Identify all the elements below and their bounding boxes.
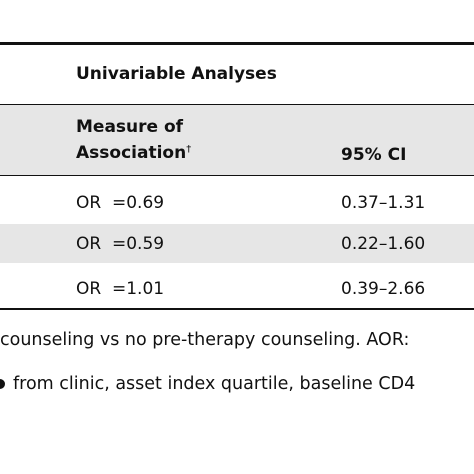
footnote-line-1: counseling vs no pre-therapy counseling.… xyxy=(0,330,410,350)
column-header-measure-text: Association xyxy=(76,143,187,163)
row-1-measure: OR =0.69 xyxy=(76,193,165,213)
row-2-ci: 0.22–1.60 xyxy=(341,234,426,254)
row-2-measure: OR =0.59 xyxy=(76,234,165,254)
column-header-measure-line2: Association† xyxy=(76,143,191,163)
column-header-band xyxy=(0,104,474,175)
column-header-measure-line1: Measure of xyxy=(76,117,184,137)
group-header: Univariable Analyses xyxy=(76,64,277,84)
row-2-band xyxy=(0,224,474,263)
footnote-bullet xyxy=(0,379,5,389)
row-3-measure: OR =1.01 xyxy=(76,279,165,299)
table-bottom-rule xyxy=(0,308,474,310)
row-3-ci: 0.39–2.66 xyxy=(341,279,426,299)
column-header-ci: 95% CI xyxy=(341,145,407,165)
table-top-rule xyxy=(0,42,474,45)
row-1-ci: 0.37–1.31 xyxy=(341,193,426,213)
header-divider-top xyxy=(0,104,474,105)
footnote-line-2-text: from clinic, asset index quartile, basel… xyxy=(13,374,416,394)
header-divider-bottom xyxy=(0,175,474,176)
footnote-line-2: from clinic, asset index quartile, basel… xyxy=(0,374,415,394)
dagger-mark: † xyxy=(186,144,192,155)
